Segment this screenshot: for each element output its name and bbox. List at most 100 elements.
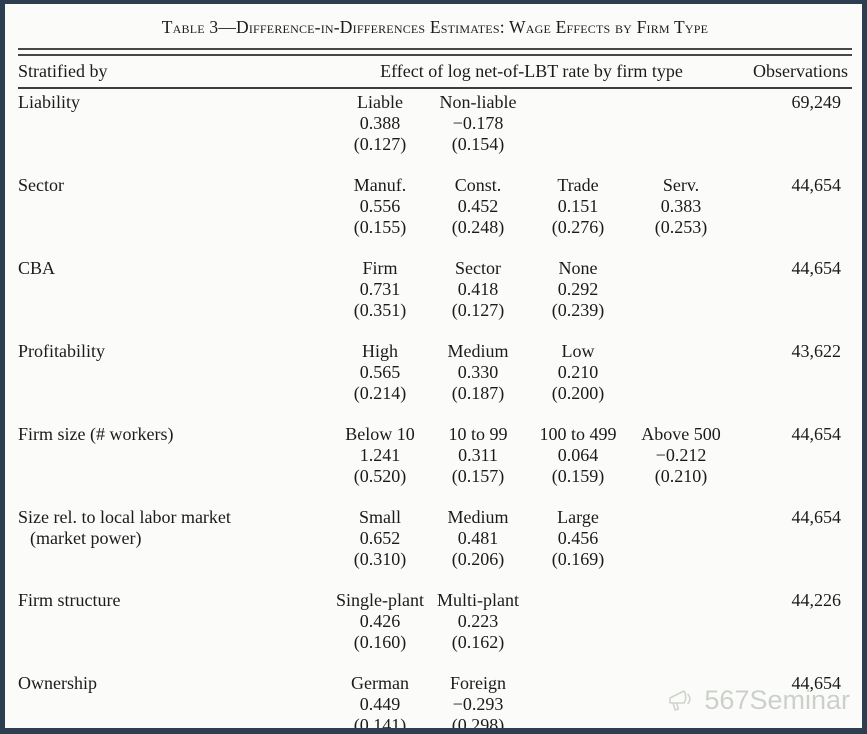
row-label: Size rel. to local labor market (market … — [18, 507, 330, 570]
category-label: Small — [358, 507, 401, 527]
row-label-line2: (market power) — [30, 528, 142, 548]
standard-error: (0.162) — [451, 632, 505, 652]
row-label-line1: Ownership — [18, 673, 97, 693]
row-label-line1: Firm structure — [18, 590, 121, 610]
table-rows: Liability Liable 0.388 (0.127) Non-liabl… — [18, 89, 852, 734]
estimate-value: 0.311 — [458, 445, 498, 465]
estimate-cell: Low 0.210 (0.200) — [526, 341, 630, 404]
row-label: Firm size (# workers) — [18, 424, 330, 487]
estimate-value: 0.481 — [457, 528, 499, 548]
observations-value: 69,249 — [791, 92, 842, 112]
category-label: Serv. — [662, 175, 700, 195]
estimate-value: 0.426 — [359, 611, 401, 631]
estimate-cell: Trade 0.151 (0.276) — [526, 175, 630, 238]
estimate-cell: Firm 0.731 (0.351) — [330, 258, 430, 321]
standard-error: (0.157) — [451, 466, 505, 486]
estimate-cell: Large 0.456 (0.169) — [526, 507, 630, 570]
category-label: High — [362, 341, 398, 361]
table-row: CBA Firm 0.731 (0.351) Sector 0.418 (0.1… — [18, 258, 852, 321]
estimate-value: 0.452 — [457, 196, 499, 216]
standard-error: (0.155) — [353, 217, 407, 237]
megaphone-icon — [667, 687, 699, 715]
standard-error: (0.248) — [451, 217, 505, 237]
estimate-cell — [630, 258, 732, 321]
estimate-cell — [630, 92, 732, 155]
header-stratified-by: Stratified by — [18, 61, 108, 81]
estimate-cell — [630, 590, 732, 653]
category-label: Large — [557, 507, 599, 527]
category-label: Const. — [454, 175, 502, 195]
category-label: Trade — [557, 175, 599, 195]
estimate-value: 0.449 — [359, 694, 401, 714]
table-row: Liability Liable 0.388 (0.127) Non-liabl… — [18, 92, 852, 155]
estimate-value: 1.241 — [359, 445, 401, 465]
category-label: Low — [561, 341, 595, 361]
standard-error: (0.351) — [353, 300, 407, 320]
estimate-cell — [526, 92, 630, 155]
standard-error: (0.276) — [551, 217, 605, 237]
standard-error: (0.239) — [551, 300, 605, 320]
standard-error: (0.200) — [551, 383, 605, 403]
observations-value: 44,654 — [791, 507, 842, 527]
standard-error: (0.210) — [654, 466, 708, 486]
row-label-line1: Sector — [18, 175, 64, 195]
observations-value: 43,622 — [791, 341, 842, 361]
estimate-value: 0.064 — [557, 445, 599, 465]
table-row: Ownership German 0.449 (0.141) Foreign −… — [18, 673, 852, 734]
table-row: Sector Manuf. 0.556 (0.155) Const. 0.452… — [18, 175, 852, 238]
category-label: Non-liable — [439, 92, 517, 112]
table-row: Firm structure Single-plant 0.426 (0.160… — [18, 590, 852, 653]
category-label: Below 10 — [345, 424, 415, 444]
observations-value: 44,654 — [791, 424, 842, 444]
category-label: German — [351, 673, 409, 693]
category-label: Sector — [455, 258, 501, 278]
table-row: Size rel. to local labor market (market … — [18, 507, 852, 570]
standard-error: (0.169) — [551, 549, 605, 569]
estimate-cell: Multi-plant 0.223 (0.162) — [430, 590, 526, 653]
category-label: Medium — [447, 341, 509, 361]
category-label: None — [558, 258, 598, 278]
estimate-value: 0.383 — [660, 196, 702, 216]
estimate-cell: Small 0.652 (0.310) — [330, 507, 430, 570]
standard-error: (0.187) — [451, 383, 505, 403]
estimate-cell: Medium 0.481 (0.206) — [430, 507, 526, 570]
estimate-cell: Const. 0.452 (0.248) — [430, 175, 526, 238]
estimate-cell — [630, 507, 732, 570]
standard-error: (0.298) — [451, 715, 505, 734]
standard-error: (0.127) — [451, 300, 505, 320]
category-label: Firm — [362, 258, 398, 278]
estimate-value: 0.456 — [557, 528, 599, 548]
estimate-value: 0.210 — [557, 362, 599, 382]
estimate-value: 0.652 — [359, 528, 401, 548]
estimate-cell: Above 500 −0.212 (0.210) — [630, 424, 732, 487]
standard-error: (0.159) — [551, 466, 605, 486]
estimate-cell: Liable 0.388 (0.127) — [330, 92, 430, 155]
estimate-value: 0.330 — [457, 362, 499, 382]
estimate-cell: Medium 0.330 (0.187) — [430, 341, 526, 404]
header-observations: Observations — [753, 61, 848, 81]
header-rule — [18, 87, 852, 89]
category-label: Medium — [447, 507, 509, 527]
row-label: Profitability — [18, 341, 330, 404]
category-label: 10 to 99 — [448, 424, 508, 444]
estimate-cell — [630, 341, 732, 404]
header-effect-label: Effect of log net-of-LBT rate by firm ty… — [380, 61, 683, 81]
estimate-value: −0.178 — [452, 113, 504, 133]
category-label: Foreign — [450, 673, 506, 693]
estimate-cell: None 0.292 (0.239) — [526, 258, 630, 321]
category-label: Multi-plant — [437, 590, 519, 610]
estimate-cell: Sector 0.418 (0.127) — [430, 258, 526, 321]
estimate-cell — [526, 590, 630, 653]
row-label: CBA — [18, 258, 330, 321]
watermark: 567Seminar — [667, 685, 850, 716]
estimate-cell: Single-plant 0.426 (0.160) — [330, 590, 430, 653]
standard-error: (0.206) — [451, 549, 505, 569]
row-label: Liability — [18, 92, 330, 155]
category-label: 100 to 499 — [539, 424, 617, 444]
estimate-value: 0.556 — [359, 196, 401, 216]
estimate-cell: High 0.565 (0.214) — [330, 341, 430, 404]
table-header-row: Stratified by Effect of log net-of-LBT r… — [18, 56, 852, 87]
standard-error: (0.253) — [654, 217, 708, 237]
standard-error: (0.310) — [353, 549, 407, 569]
